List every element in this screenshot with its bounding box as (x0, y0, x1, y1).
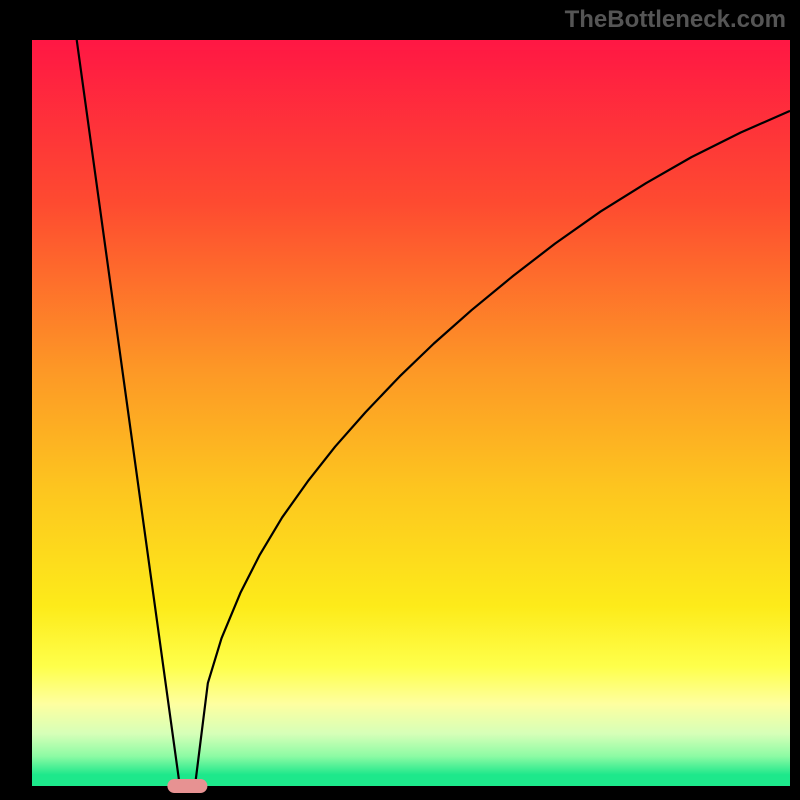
watermark-text: TheBottleneck.com (565, 6, 786, 34)
chart-container: TheBottleneck.com (0, 0, 800, 800)
bottleneck-curve-chart (0, 0, 800, 800)
minimum-marker (167, 779, 207, 793)
chart-plot-area (32, 40, 790, 786)
